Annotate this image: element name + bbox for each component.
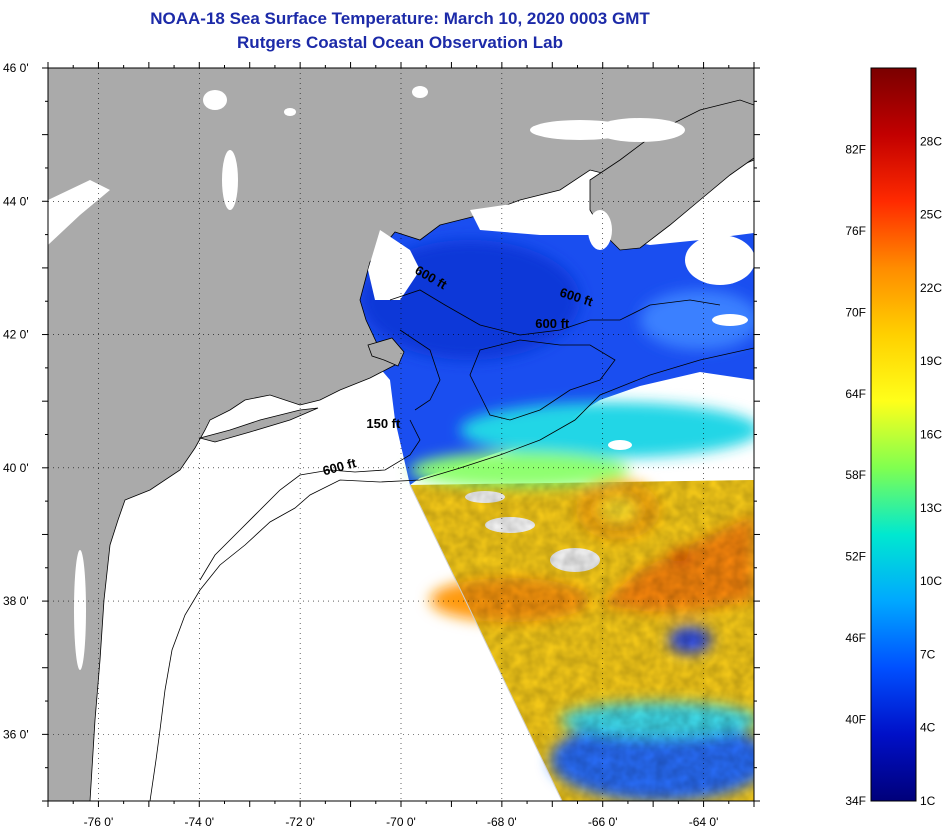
x-tick-label: -68 0' [487, 815, 517, 829]
colorbar-c-label: 7C [920, 647, 936, 661]
colorbar-f-label: 46F [845, 631, 866, 645]
bathymetry-contours [149, 289, 754, 801]
colorbar-c-label: 10C [920, 574, 942, 588]
chart-title: NOAA-18 Sea Surface Temperature: March 1… [150, 9, 650, 28]
colorbar-labels: 82F 76F 70F 64F 58F 52F 46F 40F 34F 28C 25C 22C 19C 1… [845, 134, 942, 808]
contour-label-3: 150 ft [366, 416, 401, 431]
contour-label-2: 600 ft [535, 316, 570, 331]
contour-georges [469, 339, 616, 421]
colorbar-f-label: 64F [845, 387, 866, 401]
x-tick-label: -64 0' [689, 815, 719, 829]
colorbar-f-label: 52F [845, 550, 866, 564]
y-tick-label: 46 0' [3, 61, 29, 75]
contour-600ft-shelf [149, 347, 754, 801]
sst-swath [350, 205, 754, 801]
x-tick-label: -76 0' [84, 815, 114, 829]
colorbar-c-label: 25C [920, 208, 942, 222]
land-white-features [48, 86, 685, 670]
colorbar-f-label: 70F [845, 305, 866, 319]
grid-lines [48, 68, 754, 801]
swath-edge [409, 484, 563, 801]
colorbar-c-label: 22C [920, 281, 942, 295]
contour-150ft [199, 419, 421, 581]
colorbar-f-label: 40F [845, 713, 866, 727]
colorbar-f-label: 58F [845, 468, 866, 482]
map-axes: -76 0' -74 0' -72 0' -70 0' -68 0' -66 0' -64 … [3, 61, 760, 829]
colorbar-c-label: 28C [920, 134, 942, 148]
x-tick-label: -66 0' [588, 815, 618, 829]
cape-cod [367, 337, 405, 367]
colorbar-f-label: 34F [845, 794, 866, 808]
y-tick-label: 36 0' [3, 727, 29, 741]
sst-scotian-light [640, 290, 754, 350]
sst-slope-green [410, 452, 630, 488]
colorbar-c-label: 19C [920, 354, 942, 368]
colorbar-c-label: 4C [920, 721, 936, 735]
colorbar-gradient [870, 67, 917, 802]
colorbar: 82F 76F 70F 64F 58F 52F 46F 40F 34F 28C 25C 22C 19C 1… [845, 67, 942, 808]
x-tick-label: -72 0' [285, 815, 315, 829]
colorbar-f-label: 82F [845, 142, 866, 156]
colorbar-c-label: 13C [920, 501, 942, 515]
y-tick-label: 38 0' [3, 594, 29, 608]
colorbar-c-label: 16C [920, 428, 942, 442]
y-tick-label: 42 0' [3, 328, 29, 342]
sst-texture [410, 480, 754, 801]
y-tick-label: 40 0' [3, 461, 29, 475]
land [48, 68, 754, 801]
colorbar-c-label: 1C [920, 794, 936, 808]
x-tick-label: -70 0' [386, 815, 416, 829]
long-island [198, 407, 319, 443]
contour-inner [399, 329, 441, 411]
x-tick-label: -74 0' [184, 815, 214, 829]
chart-subtitle: Rutgers Coastal Ocean Observation Lab [237, 33, 563, 52]
contour-gulf-maine [389, 289, 721, 336]
sst-slope-cyan [460, 402, 754, 458]
y-tick-label: 44 0' [3, 194, 29, 208]
colorbar-f-label: 76F [845, 224, 866, 238]
